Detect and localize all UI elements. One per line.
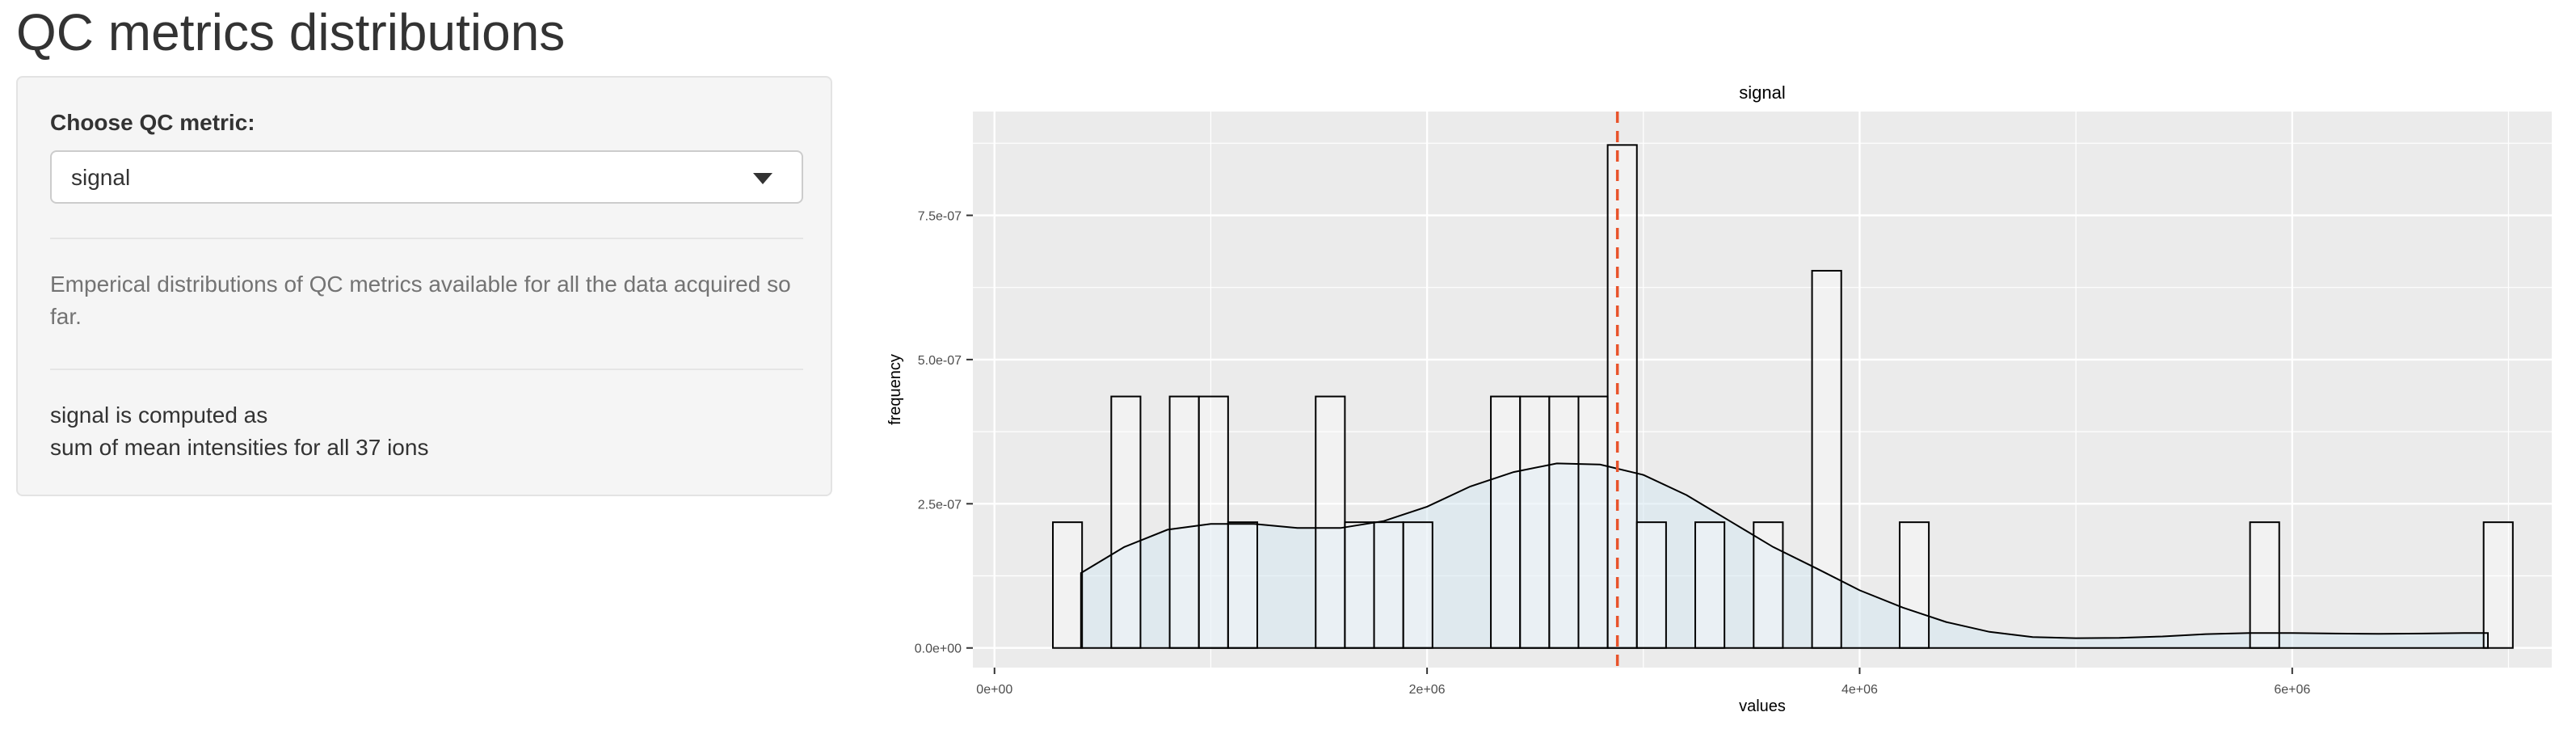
histogram-bar bbox=[1315, 395, 1346, 649]
histogram-bar bbox=[1577, 395, 1609, 649]
formula-line-2: sum of mean intensities for all 37 ions bbox=[50, 435, 429, 460]
histogram-bar bbox=[1373, 521, 1404, 649]
histogram-chart: 0e+00 2e+06 4e+06 6e+06 0.0e+00 2.5e-07 5.0e-… bbox=[886, 82, 2552, 715]
histogram-bar bbox=[1198, 395, 1229, 649]
y-axis-ticks: 0.0e+00 2.5e-07 5.0e-07 7.5e-07 bbox=[915, 209, 973, 656]
histogram-bar bbox=[1519, 395, 1551, 649]
metric-select-value: signal bbox=[71, 165, 131, 190]
chart-title: signal bbox=[1739, 82, 1785, 103]
y-tick-label: 5.0e-07 bbox=[918, 354, 962, 368]
histogram-bar bbox=[1490, 395, 1522, 649]
x-axis-label: values bbox=[1739, 697, 1786, 715]
caret-down-icon bbox=[753, 173, 772, 184]
histogram-bar bbox=[1811, 269, 1842, 649]
x-axis-ticks: 0e+00 2e+06 4e+06 6e+06 bbox=[976, 668, 2310, 697]
histogram-bar bbox=[1606, 144, 1638, 649]
histogram-bar bbox=[1694, 521, 1726, 649]
x-tick-label: 0e+00 bbox=[976, 683, 1012, 697]
help-text: Emperical distributions of QC metrics av… bbox=[50, 272, 791, 329]
metric-formula: signal is computed as sum of mean intens… bbox=[50, 399, 428, 464]
histogram-bar bbox=[1227, 521, 1258, 649]
y-tick-label: 7.5e-07 bbox=[918, 209, 962, 223]
y-tick-label: 2.5e-07 bbox=[918, 498, 962, 512]
sidebar-panel: Choose QC metric: signal Emperical distr… bbox=[16, 76, 832, 496]
histogram-bar bbox=[1548, 395, 1580, 649]
divider bbox=[50, 369, 803, 370]
density-line bbox=[1080, 462, 2489, 649]
y-axis-label: frequency bbox=[886, 354, 904, 425]
histogram-bar bbox=[2249, 521, 2280, 649]
divider bbox=[50, 238, 803, 239]
metric-select[interactable]: signal bbox=[50, 150, 803, 204]
histogram-bar bbox=[1110, 395, 1142, 649]
y-tick-label: 0.0e+00 bbox=[915, 643, 962, 656]
histogram-bars bbox=[1052, 144, 2514, 649]
histogram-bar bbox=[1168, 395, 1200, 649]
histogram-bar bbox=[1635, 521, 1667, 649]
histogram-bar bbox=[2482, 521, 2514, 649]
histogram-bar bbox=[1753, 521, 1784, 649]
histogram-bar bbox=[1402, 521, 1433, 649]
histogram-bar bbox=[1052, 521, 1084, 649]
x-tick-label: 6e+06 bbox=[2274, 683, 2310, 697]
page-title: QC metrics distributions bbox=[16, 3, 566, 61]
metric-select-label: Choose QC metric: bbox=[50, 110, 255, 135]
x-tick-label: 4e+06 bbox=[1842, 683, 1878, 697]
x-tick-label: 2e+06 bbox=[1409, 683, 1446, 697]
formula-line-1: signal is computed as bbox=[50, 402, 268, 428]
grid-minor bbox=[973, 112, 2552, 668]
histogram-bar bbox=[1344, 521, 1375, 649]
histogram-bar bbox=[1898, 521, 1930, 649]
